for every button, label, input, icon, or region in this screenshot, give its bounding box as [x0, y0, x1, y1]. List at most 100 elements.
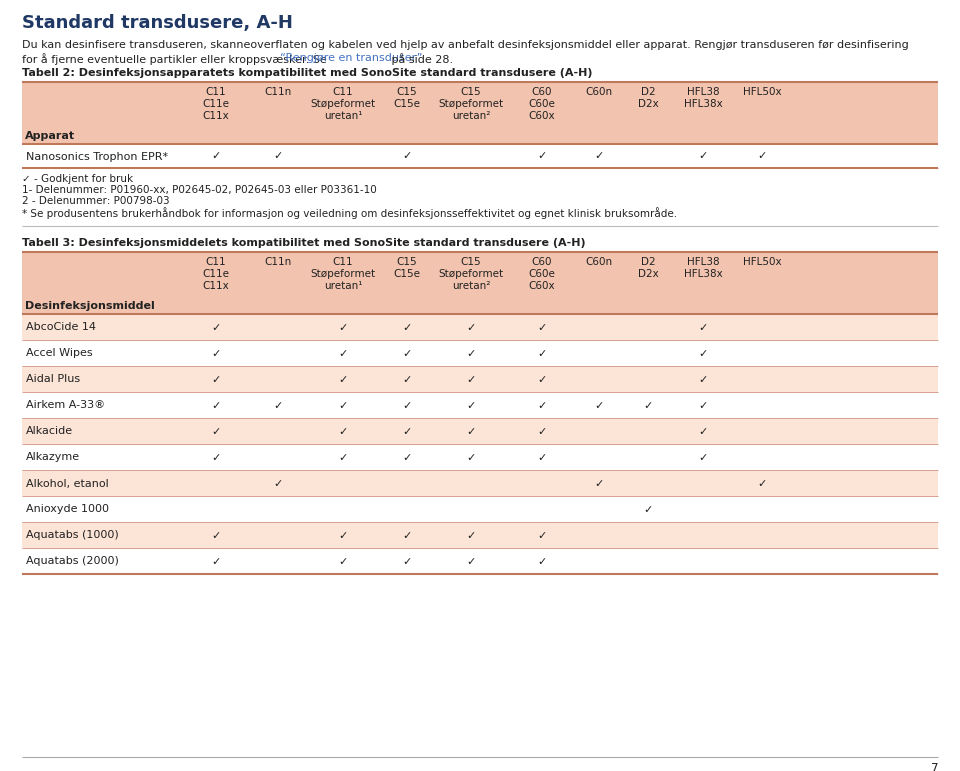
Text: ✓: ✓	[211, 453, 221, 463]
Text: ✓: ✓	[402, 400, 412, 410]
Text: HFL38: HFL38	[686, 87, 719, 97]
Text: C11n: C11n	[264, 87, 292, 97]
Text: C60n: C60n	[586, 257, 612, 267]
Text: C60e: C60e	[529, 269, 556, 279]
Text: ✓: ✓	[338, 400, 348, 410]
Text: ✓: ✓	[338, 530, 348, 540]
Text: C15: C15	[396, 87, 418, 97]
Text: HFL38: HFL38	[686, 257, 719, 267]
Bar	[22, 496, 938, 522]
Text: C60x: C60x	[529, 281, 555, 291]
Text: uretan²: uretan²	[452, 111, 491, 121]
Bar	[22, 366, 938, 392]
Text: ✓: ✓	[538, 453, 546, 463]
Text: C11n: C11n	[264, 257, 292, 267]
Text: C11e: C11e	[203, 269, 229, 279]
Text: ✓: ✓	[467, 400, 476, 410]
Text: ✓: ✓	[338, 322, 348, 332]
Text: ✓: ✓	[538, 348, 546, 359]
Text: ✓: ✓	[538, 426, 546, 436]
Text: C60: C60	[532, 257, 552, 267]
Text: ✓: ✓	[402, 557, 412, 567]
Text: C15: C15	[461, 87, 481, 97]
Text: Tabell 3: Desinfeksjonsmiddelets kompatibilitet med SonoSite standard transduser: Tabell 3: Desinfeksjonsmiddelets kompati…	[22, 238, 586, 248]
Text: ✓: ✓	[594, 479, 604, 489]
Text: ✓: ✓	[594, 151, 604, 161]
Text: ✓: ✓	[698, 400, 708, 410]
Text: ✓: ✓	[402, 151, 412, 161]
Text: ✓: ✓	[274, 400, 282, 410]
Text: C11: C11	[333, 87, 353, 97]
Bar	[22, 252, 938, 314]
Text: ✓: ✓	[211, 151, 221, 161]
Text: ✓: ✓	[538, 151, 546, 161]
Text: ✓: ✓	[643, 400, 653, 410]
Bar	[22, 144, 938, 168]
Text: C60e: C60e	[529, 99, 556, 109]
Bar	[22, 444, 938, 470]
Bar	[22, 548, 938, 574]
Text: ✓: ✓	[211, 557, 221, 567]
Text: Alkacide: Alkacide	[26, 426, 73, 436]
Text: ✓: ✓	[538, 530, 546, 540]
Text: HFL38x: HFL38x	[684, 99, 722, 109]
Text: Airkem A-33®: Airkem A-33®	[26, 400, 106, 410]
Text: ✓: ✓	[757, 151, 767, 161]
Text: Anioxyde 1000: Anioxyde 1000	[26, 504, 109, 514]
Text: ✓: ✓	[538, 400, 546, 410]
Text: 7: 7	[930, 762, 938, 771]
Text: ✓: ✓	[538, 375, 546, 385]
Text: C11: C11	[333, 257, 353, 267]
Text: ✓: ✓	[594, 400, 604, 410]
Text: ✓: ✓	[467, 375, 476, 385]
Text: ✓: ✓	[698, 348, 708, 359]
Text: ✓: ✓	[538, 557, 546, 567]
Text: ✓: ✓	[402, 453, 412, 463]
Text: ✓: ✓	[467, 426, 476, 436]
Text: ✓: ✓	[698, 426, 708, 436]
Text: AbcoCide 14: AbcoCide 14	[26, 322, 96, 332]
Bar	[22, 392, 938, 418]
Text: “Rengjøre en transduser”: “Rengjøre en transduser”	[279, 53, 422, 63]
Text: ✓: ✓	[274, 151, 282, 161]
Text: uretan²: uretan²	[452, 281, 491, 291]
Text: Standard transdusere, A-H: Standard transdusere, A-H	[22, 14, 293, 32]
Text: Apparat: Apparat	[25, 131, 75, 141]
Text: * Se produsentens brukerhåndbok for informasjon og veiledning om desinfeksjonsse: * Se produsentens brukerhåndbok for info…	[22, 207, 677, 219]
Text: Du kan desinfisere transduseren, skanneoverflaten og kabelen ved hjelp av anbefa: Du kan desinfisere transduseren, skanneo…	[22, 40, 909, 50]
Text: Desinfeksjonsmiddel: Desinfeksjonsmiddel	[25, 301, 155, 311]
Text: ✓: ✓	[338, 453, 348, 463]
Text: C15e: C15e	[394, 269, 420, 279]
Text: ✓: ✓	[211, 426, 221, 436]
Text: ✓: ✓	[643, 504, 653, 514]
Text: uretan¹: uretan¹	[324, 281, 362, 291]
Text: ✓: ✓	[402, 375, 412, 385]
Bar	[22, 340, 938, 366]
Text: Støpeformet: Støpeformet	[310, 269, 375, 279]
Text: C11e: C11e	[203, 99, 229, 109]
Text: ✓: ✓	[467, 348, 476, 359]
Text: 2 - Delenummer: P00798-03: 2 - Delenummer: P00798-03	[22, 196, 170, 206]
Text: Aquatabs (2000): Aquatabs (2000)	[26, 557, 119, 567]
Text: Tabell 2: Desinfeksjonsapparatets kompatibilitet med SonoSite standard transduse: Tabell 2: Desinfeksjonsapparatets kompat…	[22, 68, 592, 78]
Bar	[22, 314, 938, 340]
Text: ✓ - Godkjent for bruk: ✓ - Godkjent for bruk	[22, 174, 133, 184]
Text: ✓: ✓	[757, 479, 767, 489]
Text: ✓: ✓	[402, 530, 412, 540]
Text: D2: D2	[640, 257, 656, 267]
Text: Alkohol, etanol: Alkohol, etanol	[26, 479, 108, 489]
Text: ✓: ✓	[698, 375, 708, 385]
Text: Støpeformet: Støpeformet	[439, 269, 504, 279]
Text: ✓: ✓	[211, 375, 221, 385]
Text: ✓: ✓	[338, 426, 348, 436]
Text: ✓: ✓	[211, 348, 221, 359]
Text: C60: C60	[532, 87, 552, 97]
Bar	[22, 470, 938, 496]
Text: C11x: C11x	[203, 281, 229, 291]
Bar	[22, 522, 938, 548]
Text: Støpeformet: Støpeformet	[310, 99, 375, 109]
Text: D2: D2	[640, 87, 656, 97]
Text: på side 28.: på side 28.	[388, 53, 453, 65]
Text: ✓: ✓	[698, 322, 708, 332]
Text: ✓: ✓	[402, 348, 412, 359]
